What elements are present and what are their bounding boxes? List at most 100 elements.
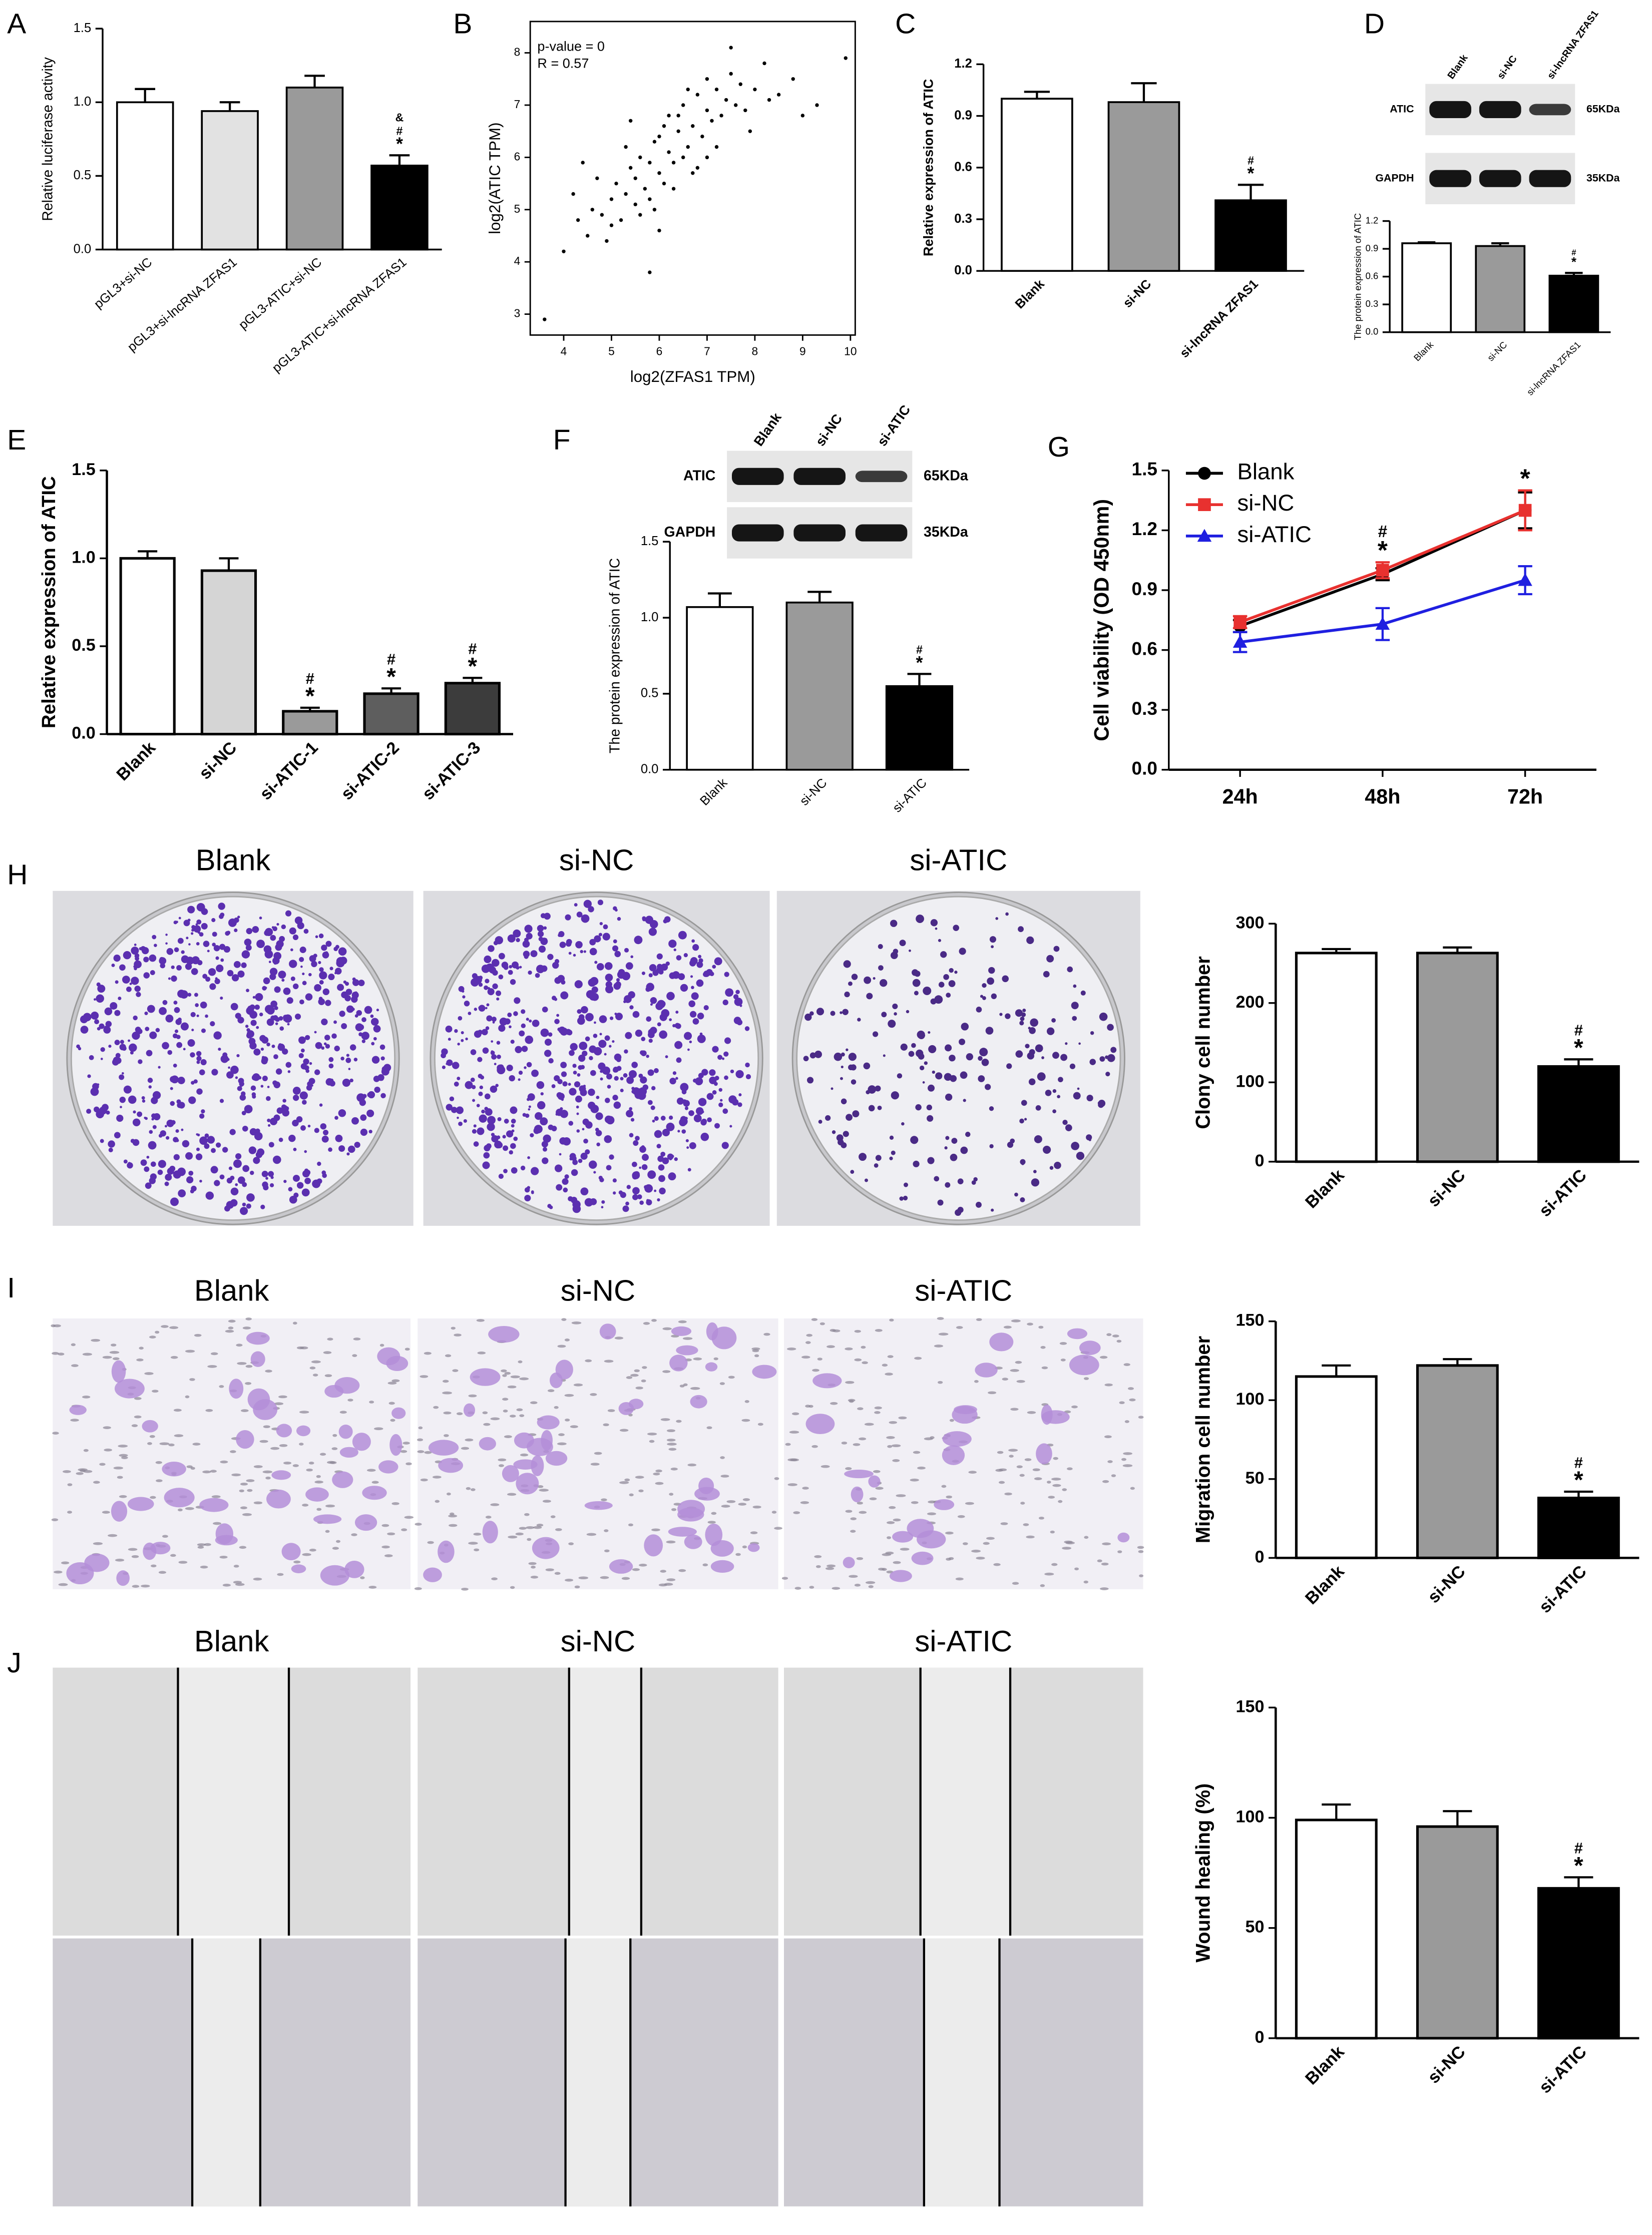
- cell: [233, 1581, 242, 1584]
- cell: [752, 1349, 759, 1353]
- x-tick-label: 6: [656, 345, 663, 358]
- colony: [950, 1153, 958, 1161]
- blot-size-label: 65KDa: [1586, 103, 1620, 115]
- colony: [494, 1063, 497, 1066]
- colony: [309, 1062, 312, 1065]
- bar: [1401, 242, 1452, 333]
- cell: [1083, 1580, 1089, 1584]
- cell: [1000, 1522, 1008, 1525]
- cell: [660, 1418, 670, 1421]
- colony: [639, 1200, 644, 1205]
- cell: [1016, 1465, 1023, 1469]
- colony: [537, 1102, 543, 1108]
- cell: [151, 1564, 157, 1568]
- colony: [487, 988, 495, 996]
- colony: [594, 1021, 596, 1024]
- cell: [169, 1326, 179, 1329]
- colony: [225, 931, 230, 936]
- colony: [1054, 1161, 1061, 1169]
- colony: [609, 1154, 614, 1160]
- colony: [237, 1176, 245, 1184]
- cell: [168, 1443, 175, 1447]
- colony: [80, 1026, 89, 1034]
- point: [676, 114, 680, 118]
- panel-letter: I: [7, 1272, 15, 1304]
- colony: [626, 1076, 634, 1084]
- cell-cluster: [250, 1351, 265, 1367]
- colony: [1051, 1018, 1056, 1023]
- cell: [235, 1583, 245, 1586]
- colony: [514, 997, 521, 1004]
- colony: [465, 1081, 473, 1089]
- cell: [728, 1376, 735, 1379]
- y-tick-label: 6: [514, 150, 521, 163]
- cell: [58, 1583, 68, 1586]
- point: [652, 140, 657, 144]
- colony: [687, 1168, 691, 1172]
- colony: [573, 954, 576, 957]
- colony: [901, 1122, 905, 1126]
- colony: [376, 1009, 379, 1012]
- colony: [191, 1028, 194, 1032]
- colony: [577, 1009, 582, 1014]
- colony: [165, 942, 168, 945]
- colony: [286, 997, 293, 1004]
- colony: [214, 1180, 220, 1186]
- colony: [149, 954, 157, 962]
- colony: [212, 932, 217, 937]
- colony: [80, 1015, 88, 1024]
- cell: [418, 1426, 423, 1430]
- colony: [532, 1019, 540, 1027]
- colony: [361, 1039, 365, 1043]
- colony: [736, 1019, 743, 1026]
- cell: [131, 1555, 139, 1558]
- colony: [346, 1005, 354, 1013]
- bar: [119, 557, 176, 736]
- colony: [205, 1191, 214, 1200]
- colony: [495, 936, 504, 945]
- cell-cluster: [676, 1345, 698, 1356]
- point: [609, 223, 614, 227]
- colony: [190, 1052, 195, 1058]
- cell: [371, 1481, 379, 1484]
- cell-cluster: [710, 1540, 734, 1557]
- blot-size-label: 35KDa: [1586, 172, 1620, 184]
- colony: [171, 1120, 176, 1125]
- colony: [735, 1070, 744, 1079]
- bar: [370, 164, 429, 251]
- cell: [629, 1493, 634, 1497]
- colony: [510, 1143, 516, 1149]
- colony: [1067, 966, 1073, 973]
- colony: [144, 1011, 148, 1015]
- colony: [915, 1104, 922, 1111]
- colony: [561, 1071, 567, 1077]
- colony: [305, 1069, 310, 1073]
- cell-cluster: [669, 1355, 688, 1372]
- colony: [852, 1110, 860, 1118]
- cell: [1019, 1474, 1025, 1477]
- colony: [278, 971, 286, 979]
- colony: [441, 1053, 446, 1059]
- colony: [875, 1085, 881, 1092]
- cell: [564, 1338, 570, 1342]
- cell: [900, 1548, 910, 1551]
- cell: [104, 1448, 112, 1452]
- point: [648, 161, 652, 165]
- colony: [303, 929, 309, 934]
- colony: [308, 973, 312, 977]
- colony: [914, 991, 919, 996]
- cell: [445, 1354, 452, 1358]
- colony: [249, 1011, 258, 1019]
- colony: [256, 940, 265, 949]
- cell: [490, 1417, 500, 1421]
- cell: [945, 1531, 954, 1535]
- colony: [606, 1165, 612, 1171]
- colony: [960, 1146, 968, 1154]
- colony: [583, 1084, 586, 1088]
- cell: [976, 1318, 982, 1321]
- cell: [917, 1466, 926, 1470]
- cell: [314, 1480, 323, 1484]
- colony: [203, 941, 210, 947]
- cell: [711, 1512, 717, 1515]
- colony: [911, 1043, 916, 1048]
